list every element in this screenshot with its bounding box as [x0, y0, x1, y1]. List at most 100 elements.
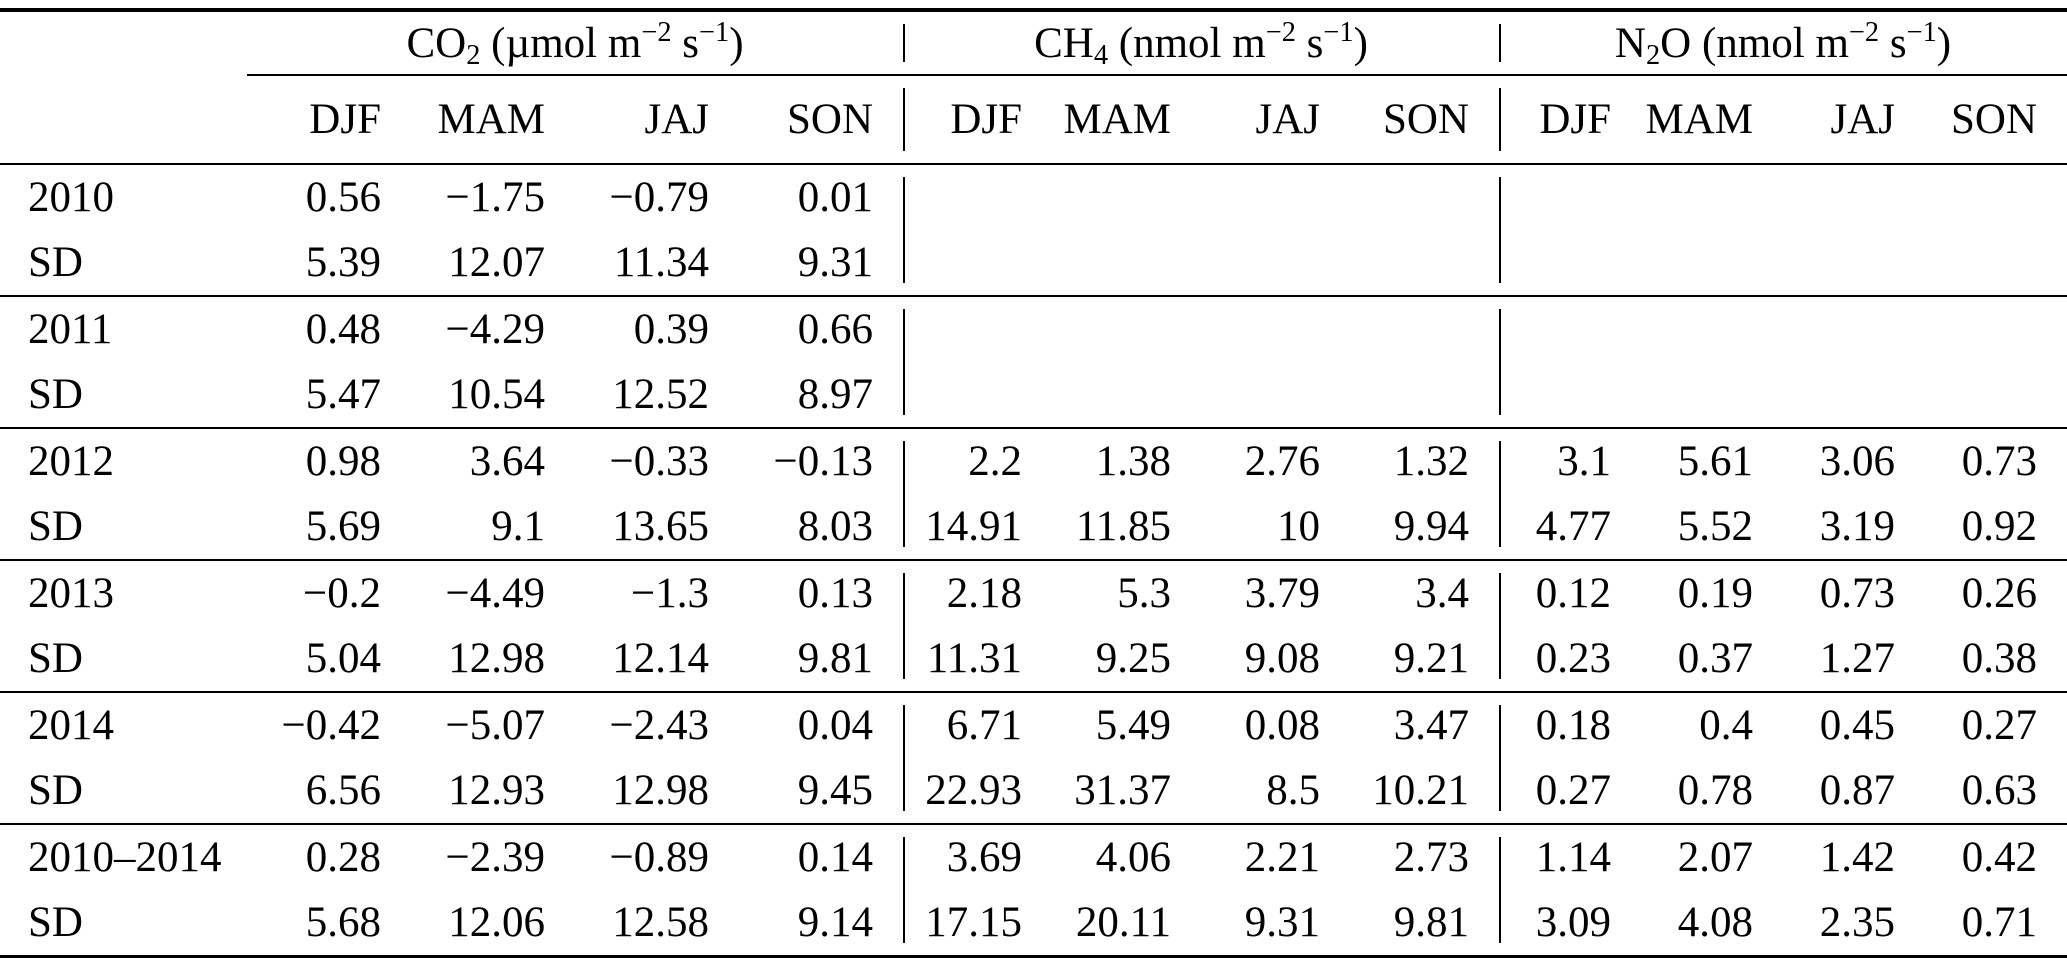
year-block: 2012 0.98 3.64 −0.33 −0.13 2.2 1.38 2.76 1.32 3.1…: [0, 428, 2067, 560]
value-cell: 0.27: [1961, 702, 2038, 749]
value-cell: [1499, 230, 1642, 296]
table-row: 2014 −0.42 −5.07 −2.43 0.04 6.71 5.49 0.08 3.47 0…: [0, 692, 2067, 758]
value-cell: 3.06: [1819, 438, 1896, 485]
value-cell: 0.12: [1499, 560, 1642, 626]
value-cell: 9.31: [1244, 899, 1321, 946]
value-cell: 9.31: [797, 239, 874, 286]
row-label: 2010: [28, 174, 114, 221]
value-cell: 0.87: [1819, 767, 1896, 814]
table-row: SD 5.47 10.54 12.52 8.97: [0, 362, 2067, 428]
season-header: JAJ: [1783, 75, 1926, 165]
value-cell: 9.08: [1244, 635, 1321, 682]
value-cell: 6.71: [903, 692, 1053, 758]
value-cell: [1201, 362, 1350, 428]
value-cell: 0.08: [1244, 702, 1321, 749]
row-label: SD: [28, 239, 83, 286]
value-cell: 0.78: [1677, 767, 1754, 814]
value-cell: 5.52: [1677, 503, 1754, 550]
gas-header-row: CO2 (µmol m−2 s−1) CH4 (nmol m−2 s−1) N2…: [0, 10, 2067, 76]
value-cell: [1641, 164, 1783, 230]
value-cell: [1783, 164, 1925, 230]
season-header: MAM: [1641, 75, 1784, 165]
value-cell: 0.28: [305, 834, 381, 881]
table-header: CO2 (µmol m−2 s−1) CH4 (nmol m−2 s−1) N2…: [0, 10, 2067, 165]
value-cell: 1.27: [1819, 635, 1896, 682]
value-cell: [1499, 164, 1642, 230]
value-cell: 5.68: [305, 899, 381, 946]
value-cell: 31.37: [1074, 767, 1172, 814]
gas-unit: (nmol m−2 s−1): [1108, 16, 1368, 67]
year-block: 2013 −0.2 −4.49 −1.3 0.13 2.18 5.3 3.79 3.4 0.12 0…: [0, 560, 2067, 692]
value-cell: 0.92: [1961, 503, 2038, 550]
value-cell: 11.34: [613, 239, 709, 286]
value-cell: 0.19: [1677, 570, 1754, 617]
value-cell: 12.06: [448, 899, 545, 946]
value-cell: [1052, 362, 1201, 428]
season-header: MAM: [411, 75, 575, 165]
value-cell: 12.52: [612, 371, 709, 418]
table-row: 2011 0.48 −4.29 0.39 0.66: [0, 296, 2067, 362]
season-header: MAM: [1052, 75, 1202, 165]
value-cell: 4.08: [1677, 899, 1754, 946]
value-cell: 4.77: [1499, 494, 1642, 560]
value-cell: [903, 230, 1053, 296]
table-row: SD 5.39 12.07 11.34 9.31: [0, 230, 2067, 296]
value-cell: [1925, 230, 2067, 296]
value-cell: 1.14: [1499, 824, 1642, 890]
season-header: DJF: [1499, 75, 1642, 165]
value-cell: [903, 362, 1053, 428]
value-cell: 22.93: [903, 758, 1053, 824]
value-cell: −0.79: [609, 174, 709, 221]
value-cell: 14.91: [903, 494, 1053, 560]
year-block: 2010–2014 0.28 −2.39 −0.89 0.14 3.69 4.06 2.21 2…: [0, 824, 2067, 957]
gas-header-co2: CO2 (µmol m−2 s−1): [247, 10, 904, 76]
value-cell: [1499, 362, 1642, 428]
value-cell: 8.97: [797, 371, 874, 418]
value-cell: 0.23: [1499, 626, 1642, 692]
season-header: JAJ: [1201, 75, 1351, 165]
value-cell: 2.21: [1244, 834, 1321, 881]
value-cell: [1925, 362, 2067, 428]
season-header: JAJ: [575, 75, 739, 165]
value-cell: [1783, 362, 1925, 428]
gas-unit: (nmol m−2 s−1): [1691, 16, 1952, 67]
value-cell: 0.13: [797, 570, 874, 617]
value-cell: 2.76: [1244, 438, 1321, 485]
value-cell: [1052, 296, 1201, 362]
value-cell: 12.14: [612, 635, 709, 682]
value-cell: [1783, 230, 1925, 296]
row-label: SD: [28, 635, 83, 682]
value-cell: [1925, 296, 2067, 362]
value-cell: [903, 296, 1053, 362]
value-cell: 3.09: [1499, 890, 1642, 957]
year-block: 2011 0.48 −4.29 0.39 0.66 SD 5.47 10.54 12.52 8.9…: [0, 296, 2067, 428]
gas-formula: CO2: [406, 19, 481, 72]
table-row: 2010 0.56 −1.75 −0.79 0.01: [0, 164, 2067, 230]
value-cell: 0.04: [797, 702, 874, 749]
value-cell: [1201, 230, 1350, 296]
value-cell: 0.18: [1499, 692, 1642, 758]
value-cell: [1350, 362, 1499, 428]
value-cell: 13.65: [612, 503, 709, 550]
value-cell: −0.13: [773, 438, 874, 485]
value-cell: 1.38: [1095, 438, 1172, 485]
value-cell: [1201, 296, 1350, 362]
gas-formula: N2O: [1614, 19, 1692, 72]
value-cell: 0.71: [1961, 899, 2038, 946]
value-cell: −1.3: [630, 570, 709, 617]
seasonal-flux-table: CO2 (µmol m−2 s−1) CH4 (nmol m−2 s−1) N2…: [0, 8, 2067, 958]
value-cell: 0.01: [797, 174, 874, 221]
value-cell: 3.19: [1819, 503, 1896, 550]
value-cell: 12.98: [448, 635, 545, 682]
value-cell: 0.56: [305, 174, 381, 221]
table-row: SD 5.69 9.1 13.65 8.03 14.91 11.85 10 9.94 4.77 5.…: [0, 494, 2067, 560]
row-label: SD: [28, 767, 83, 814]
value-cell: [1350, 296, 1499, 362]
value-cell: −4.29: [445, 306, 545, 353]
value-cell: [1641, 296, 1783, 362]
season-row-corner: [0, 75, 247, 165]
value-cell: 0.63: [1961, 767, 2038, 814]
value-cell: 5.61: [1677, 438, 1754, 485]
value-cell: 1.42: [1819, 834, 1896, 881]
value-cell: 8.5: [1266, 767, 1321, 814]
